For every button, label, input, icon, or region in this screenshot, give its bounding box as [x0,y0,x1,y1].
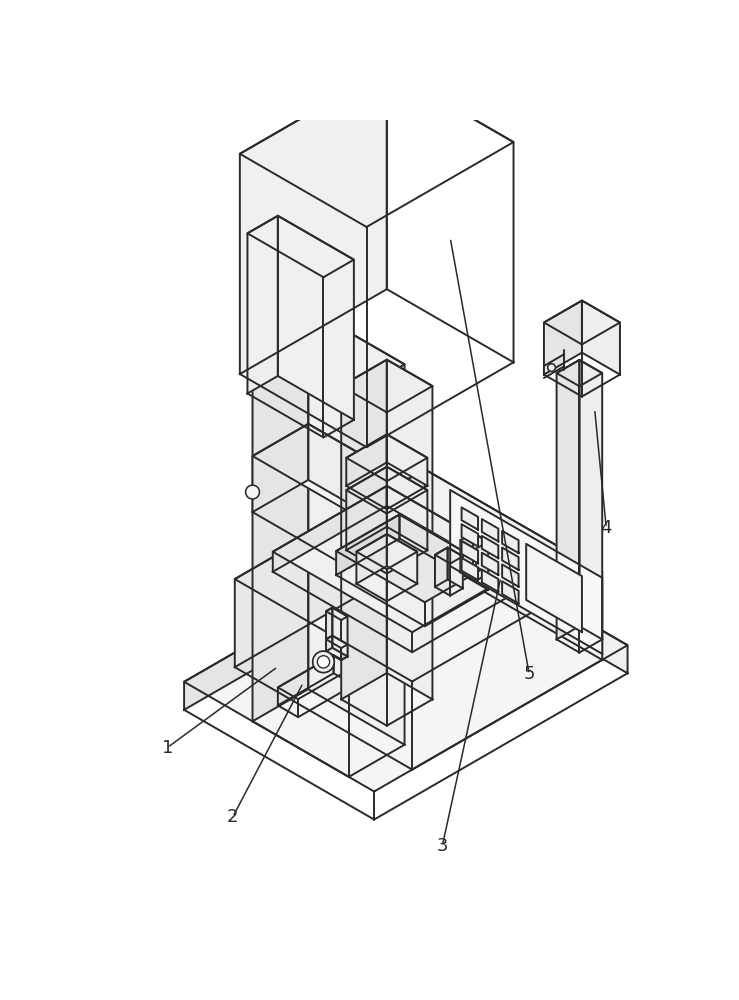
Polygon shape [386,360,432,699]
Polygon shape [482,519,498,541]
Polygon shape [184,535,437,710]
Polygon shape [347,434,386,486]
Polygon shape [326,608,333,651]
Polygon shape [336,514,488,602]
Polygon shape [386,534,418,584]
Polygon shape [502,581,519,604]
Polygon shape [253,424,308,512]
Polygon shape [462,558,478,580]
Polygon shape [425,469,602,660]
Polygon shape [308,309,404,745]
Polygon shape [448,548,463,588]
Polygon shape [450,490,602,654]
Polygon shape [273,486,386,572]
Polygon shape [347,434,427,481]
Polygon shape [556,360,579,639]
Polygon shape [347,467,427,514]
Polygon shape [333,608,347,656]
Polygon shape [582,301,620,375]
Polygon shape [437,535,627,673]
Text: 4: 4 [601,519,612,537]
Polygon shape [544,301,620,344]
Polygon shape [253,309,404,397]
Polygon shape [556,360,602,386]
Polygon shape [326,636,333,651]
Polygon shape [253,309,308,721]
Polygon shape [278,216,354,420]
Polygon shape [235,469,425,667]
Polygon shape [386,486,526,586]
Polygon shape [253,424,404,512]
Circle shape [317,656,330,668]
Polygon shape [462,507,478,530]
Polygon shape [462,541,478,563]
Polygon shape [482,553,498,575]
Polygon shape [435,548,463,564]
Circle shape [313,651,334,673]
Polygon shape [386,69,514,362]
Polygon shape [435,548,448,587]
Polygon shape [235,469,602,681]
Polygon shape [462,524,478,547]
Text: 2: 2 [227,808,239,826]
Polygon shape [482,536,498,558]
Polygon shape [400,514,488,590]
Polygon shape [308,424,404,535]
Polygon shape [333,655,354,685]
Polygon shape [502,564,519,587]
Text: 3: 3 [437,837,448,855]
Text: 5: 5 [523,665,535,683]
Polygon shape [273,486,526,632]
Polygon shape [341,360,432,412]
Polygon shape [333,636,347,656]
Polygon shape [502,548,519,570]
Circle shape [548,364,556,371]
Polygon shape [473,533,488,574]
Polygon shape [460,533,473,572]
Polygon shape [278,655,333,705]
Polygon shape [482,570,498,592]
Polygon shape [240,69,386,374]
Polygon shape [544,301,582,375]
Polygon shape [326,608,347,620]
Polygon shape [248,216,278,394]
Polygon shape [240,69,514,227]
Polygon shape [502,531,519,553]
Text: 1: 1 [162,739,173,757]
Polygon shape [184,535,627,792]
Polygon shape [386,434,427,486]
Circle shape [245,485,259,499]
Polygon shape [326,636,347,648]
Polygon shape [579,360,602,639]
Polygon shape [356,534,386,584]
Polygon shape [386,467,427,550]
Polygon shape [460,533,488,549]
Polygon shape [356,534,418,569]
Polygon shape [347,467,386,550]
Polygon shape [341,360,386,699]
Polygon shape [248,216,354,277]
Polygon shape [336,514,400,575]
Polygon shape [526,544,582,632]
Polygon shape [278,655,354,699]
